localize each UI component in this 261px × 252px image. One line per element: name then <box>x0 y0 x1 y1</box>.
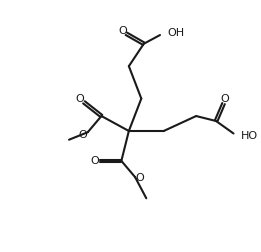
Text: O: O <box>135 173 144 183</box>
Text: O: O <box>75 93 84 104</box>
Text: OH: OH <box>168 27 185 38</box>
Text: O: O <box>91 156 100 166</box>
Text: O: O <box>118 26 127 36</box>
Text: HO: HO <box>241 131 258 141</box>
Text: O: O <box>221 93 229 104</box>
Text: O: O <box>79 130 88 140</box>
